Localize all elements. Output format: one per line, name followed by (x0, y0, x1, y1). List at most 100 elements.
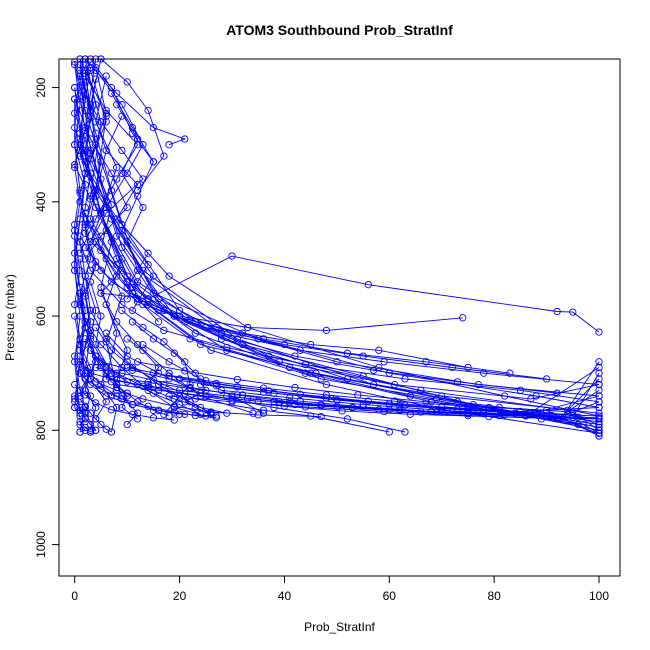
data-point (102, 300, 110, 309)
data-point (86, 135, 95, 143)
series-line (153, 372, 600, 437)
data-point (97, 246, 105, 255)
data-point (317, 412, 325, 421)
series-line (84, 73, 600, 400)
data-point (144, 106, 152, 115)
series-line (84, 58, 600, 408)
series-71 (165, 386, 603, 423)
series-40 (92, 238, 561, 397)
data-point (160, 338, 168, 346)
data-point (317, 375, 325, 383)
y-tick-label: 400 (34, 191, 48, 211)
data-point (527, 395, 535, 403)
data-point (102, 72, 110, 80)
data-point (595, 432, 603, 440)
data-point (92, 118, 100, 126)
data-point (569, 308, 577, 316)
data-point (207, 346, 215, 354)
data-point (92, 363, 100, 372)
data-point (595, 380, 603, 389)
data-point (76, 255, 84, 263)
data-point (97, 312, 105, 320)
data-point (380, 407, 388, 416)
x-tick-label: 80 (487, 589, 501, 603)
series-line (126, 338, 212, 415)
data-point (595, 418, 603, 426)
data-point (113, 163, 121, 172)
data-point (181, 367, 189, 375)
series-line (95, 241, 558, 394)
data-point (558, 413, 566, 421)
data-point (76, 266, 84, 275)
data-point (76, 129, 84, 137)
data-point (86, 346, 95, 354)
series-line (79, 64, 600, 414)
data-point (107, 428, 116, 436)
data-point (76, 69, 84, 77)
data-point (102, 109, 110, 117)
data-point (133, 135, 142, 143)
data-point (123, 283, 131, 292)
series-54 (102, 112, 163, 326)
data-point (92, 340, 100, 349)
data-point (401, 401, 409, 409)
series-line (179, 378, 600, 412)
series-45 (71, 69, 100, 403)
data-point (118, 395, 126, 403)
data-point (364, 281, 372, 289)
data-point (233, 375, 241, 384)
data-point (107, 406, 116, 414)
series-86 (71, 403, 95, 436)
data-point (76, 358, 84, 366)
data-point (81, 402, 89, 410)
data-point (123, 389, 131, 397)
data-point (196, 375, 205, 383)
data-point (118, 221, 126, 229)
data-point (133, 141, 142, 149)
data-point (92, 399, 100, 407)
data-point (86, 409, 95, 417)
data-point (254, 397, 262, 405)
data-point (144, 380, 152, 389)
data-point (301, 360, 310, 369)
series-line (79, 58, 600, 420)
data-point (595, 358, 603, 366)
data-point (86, 428, 95, 436)
data-point (92, 186, 100, 195)
data-point (595, 369, 603, 377)
data-point (92, 263, 100, 272)
data-point (480, 369, 488, 377)
data-point (595, 409, 603, 417)
data-point (401, 375, 409, 383)
data-point (333, 358, 341, 366)
data-point (595, 423, 603, 432)
data-point (76, 249, 84, 257)
data-point (181, 358, 189, 366)
series-line (121, 310, 191, 415)
series-line (74, 384, 175, 421)
data-point (123, 295, 131, 303)
series-4 (71, 58, 603, 423)
data-point (76, 369, 84, 377)
series-48 (92, 72, 131, 400)
series-50 (71, 95, 84, 417)
data-point (595, 412, 603, 420)
x-tick-label: 60 (383, 589, 397, 603)
data-point (595, 386, 603, 394)
data-point (81, 306, 89, 315)
data-point (228, 335, 236, 343)
data-point (92, 426, 100, 434)
data-point (375, 346, 383, 354)
data-point (595, 363, 603, 372)
data-point (107, 201, 116, 209)
data-point (595, 328, 603, 336)
chart-title: ATOM3 Southbound Prob_StratInf (226, 22, 453, 38)
series-line (74, 99, 81, 414)
data-point (259, 409, 268, 417)
data-point (296, 346, 304, 354)
axis-layer: 0 20 40 60 80 100 200 400 600 800 1000 (34, 77, 609, 603)
data-point (71, 163, 79, 172)
data-point (133, 415, 142, 423)
data-point (102, 398, 110, 406)
series-line (105, 115, 159, 323)
